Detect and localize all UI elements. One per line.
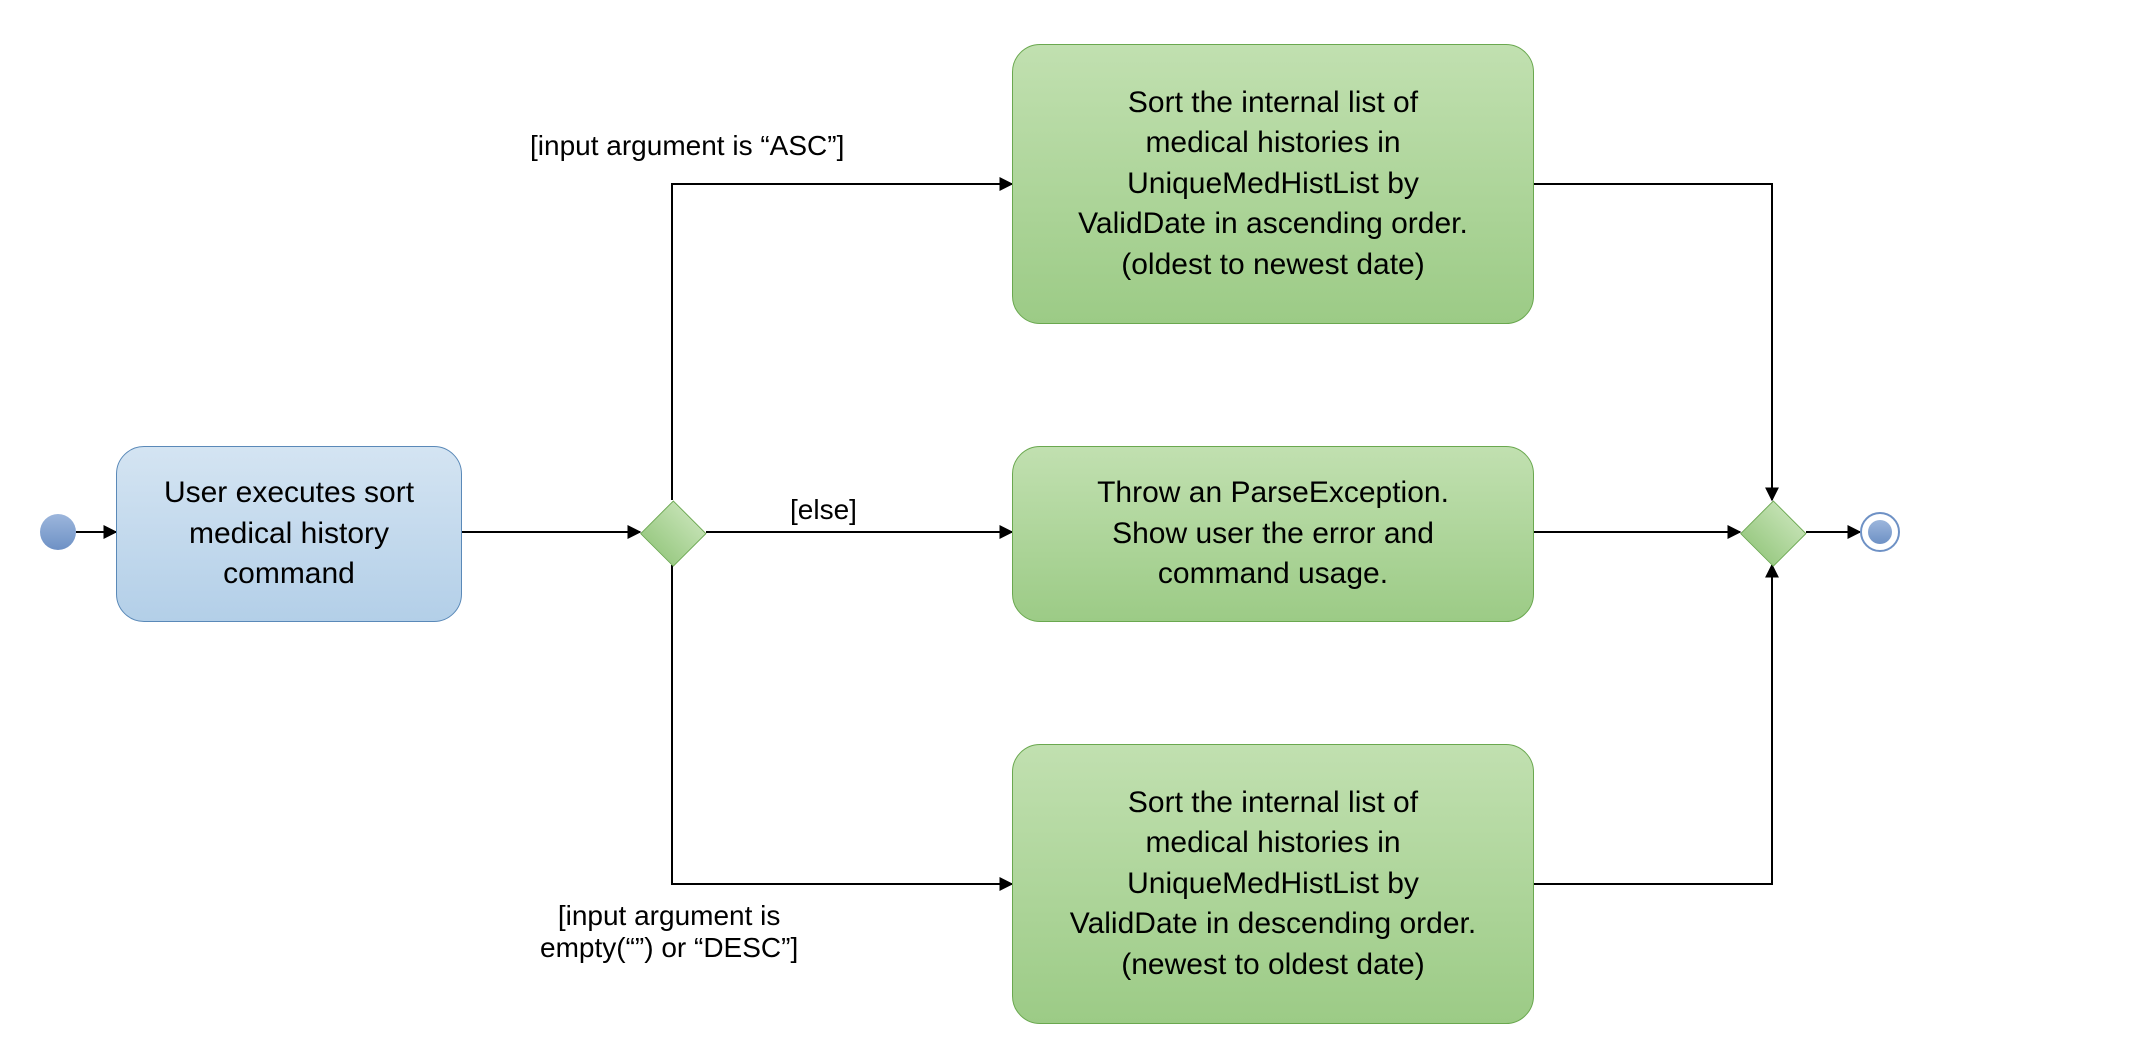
decision-diamond	[640, 500, 706, 566]
edge-decision-to-sort_asc	[672, 184, 1012, 500]
final-node-inner	[1868, 520, 1892, 544]
throw-exception-box: Throw an ParseException.Show user the er…	[1012, 446, 1534, 622]
sort-asc-box: Sort the internal list ofmedical histori…	[1012, 44, 1534, 324]
user-executes-box: User executes sortmedical historycommand	[116, 446, 462, 622]
edge-sort_asc-to-merge	[1534, 184, 1772, 500]
sort-desc-box: Sort the internal list ofmedical histori…	[1012, 744, 1534, 1024]
asc-guard-label: [input argument is “ASC”]	[530, 130, 844, 162]
edge-decision-to-sort_desc	[672, 565, 1012, 884]
edge-sort_desc-to-merge	[1534, 565, 1772, 884]
initial-node	[40, 514, 76, 550]
sort-desc-text: Sort the internal list ofmedical histori…	[1070, 783, 1476, 986]
user-executes-text: User executes sortmedical historycommand	[164, 473, 414, 595]
final-node	[1860, 512, 1900, 552]
merge-diamond	[1740, 500, 1806, 566]
sort-asc-text: Sort the internal list ofmedical histori…	[1078, 83, 1468, 286]
throw-exception-text: Throw an ParseException.Show user the er…	[1097, 473, 1449, 595]
else-guard-label: [else]	[790, 494, 857, 526]
desc-guard-label: [input argument isempty(“”) or “DESC”]	[540, 900, 798, 964]
